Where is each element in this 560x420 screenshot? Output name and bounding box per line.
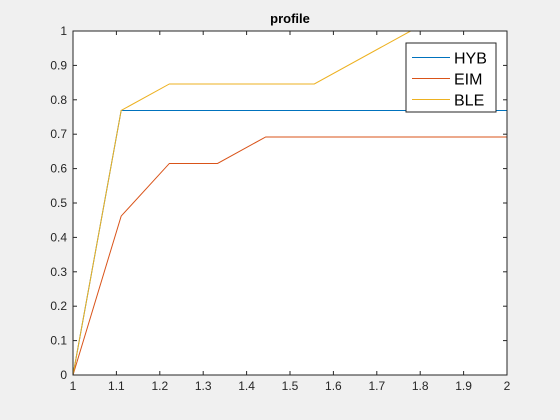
x-tick-label: 1.4 [238,379,255,393]
y-tick-label: 0.9 [50,58,67,72]
x-tick-label: 1.5 [282,379,299,393]
x-tick-label: 2 [504,379,511,393]
legend-label-ble: BLE [454,93,484,110]
x-tick-label: 1.6 [325,379,342,393]
x-tick-label: 1.2 [151,379,168,393]
axes: 1 1.1 1.2 1.3 1.4 1.5 1.6 1.7 1.8 1.9 2 0 0.1 0.2 0.3 0… [50,24,510,393]
y-tick-label: 0.7 [50,127,67,141]
x-tick-label: 1.9 [455,379,472,393]
series-line-eim [72,136,507,376]
y-tick-label: 0.2 [50,299,67,313]
x-tick-label: 1.7 [368,379,385,393]
legend-label-eim: EIM [454,72,482,89]
x-tick-label: 1.1 [108,379,125,393]
x-tick-label: 1.8 [412,379,429,393]
y-tick-label: 0.1 [50,334,67,348]
x-tick-label: 1 [70,379,77,393]
y-tick-label: 0.8 [50,93,67,107]
y-tick-label: 0.4 [50,230,67,244]
y-tick-label: 0.6 [50,162,67,176]
y-tick-label: 0.5 [50,196,67,210]
chart-title: profile [270,11,310,26]
y-tick-label: 0.3 [50,265,67,279]
legend-box [405,42,497,113]
legend-label-hyb: HYB [454,51,487,68]
x-tick-label: 1.3 [195,379,212,393]
y-tick-label: 1 [60,24,67,38]
y-tick-label: 0 [60,368,67,382]
legend: HYB EIM BLE [405,42,497,113]
